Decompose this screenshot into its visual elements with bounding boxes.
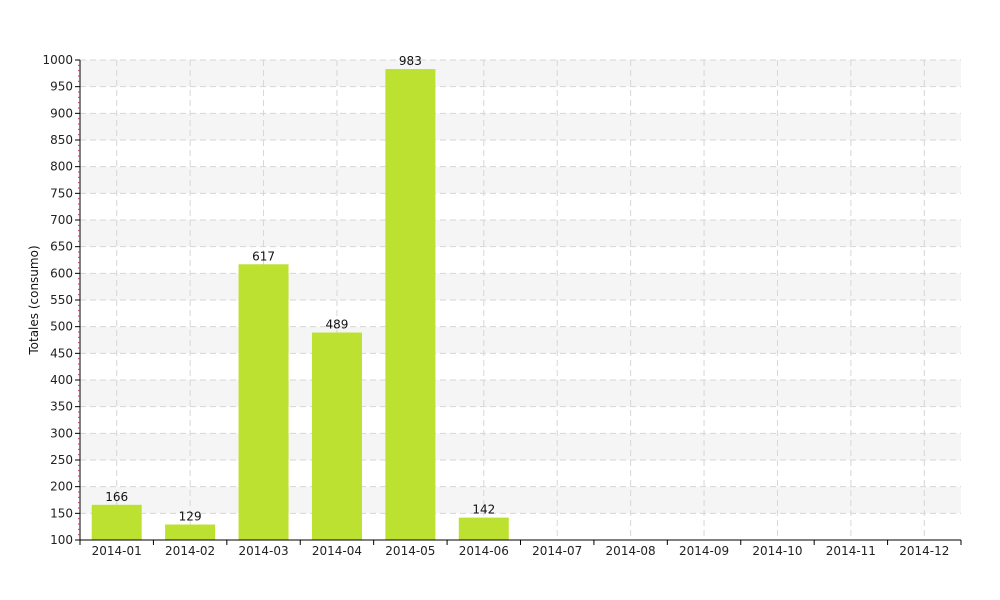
- y-tick-label: 350: [50, 400, 73, 414]
- bar-2014-01: [91, 504, 142, 540]
- y-tick-label: 300: [50, 426, 73, 440]
- y-tick-label: 200: [50, 480, 73, 494]
- bar-2014-05: [385, 69, 436, 541]
- axes: [75, 59, 962, 545]
- y-axis-title: Totales (consumo): [27, 245, 41, 355]
- gridlines: [80, 59, 961, 540]
- bar-2014-03: [238, 264, 289, 540]
- x-tick-label-2014-11: 2014-11: [826, 544, 876, 558]
- bar-2014-04: [311, 332, 362, 540]
- x-tick-label-2014-09: 2014-09: [679, 544, 729, 558]
- background-bands: [80, 60, 961, 514]
- y-tick-label: 650: [50, 240, 73, 254]
- background-band: [80, 380, 961, 407]
- y-tick-label: 750: [50, 186, 73, 200]
- bar-2014-02: [165, 524, 216, 540]
- y-tick-label: 150: [50, 506, 73, 520]
- y-tick-labels: 100 150 200 250 300 350 400 450 500 550 600 650 700 7…: [42, 53, 73, 547]
- x-tick-label-2014-02: 2014-02: [165, 544, 215, 558]
- x-tick-label-2014-01: 2014-01: [92, 544, 142, 558]
- y-tick-label: 450: [50, 346, 73, 360]
- y-tick-label: 550: [50, 293, 73, 307]
- x-tick-label-2014-12: 2014-12: [899, 544, 949, 558]
- y-tick-label: 400: [50, 373, 73, 387]
- bar-2014-06: [458, 517, 509, 540]
- y-tick-label: 900: [50, 106, 73, 120]
- background-band: [80, 166, 961, 194]
- background-band: [80, 273, 961, 300]
- x-tick-labels: 2014-01 2014-02 2014-03 2014-04 2014-05 2014-…: [92, 544, 950, 558]
- x-tick-label-2014-04: 2014-04: [312, 544, 362, 558]
- background-band: [80, 113, 961, 140]
- background-band: [80, 433, 961, 460]
- y-tick-label: 800: [50, 160, 73, 174]
- data-label-2014-06: 142: [472, 503, 495, 517]
- bars: [91, 69, 509, 541]
- data-label-2014-01: 166: [105, 490, 128, 504]
- background-band: [80, 220, 961, 247]
- y-tick-label: 700: [50, 213, 73, 227]
- x-tick-label-2014-07: 2014-07: [532, 544, 582, 558]
- background-band: [80, 486, 961, 514]
- x-tick-label-2014-08: 2014-08: [606, 544, 656, 558]
- y-tick-label: 850: [50, 133, 73, 147]
- x-tick-label-2014-06: 2014-06: [459, 544, 509, 558]
- y-tick-label: 100: [50, 533, 73, 547]
- data-label-2014-05: 983: [399, 54, 422, 68]
- background-band: [80, 326, 961, 354]
- data-label-2014-04: 489: [326, 318, 349, 332]
- data-label-2014-03: 617: [252, 249, 275, 263]
- y-tick-label: 250: [50, 453, 73, 467]
- x-tick-label-2014-10: 2014-10: [752, 544, 802, 558]
- data-labels: 166 129 617 489 983 142: [105, 54, 495, 523]
- y-tick-label: 1000: [42, 53, 73, 67]
- y-tick-label: 600: [50, 266, 73, 280]
- background-band: [80, 60, 961, 87]
- y-tick-label: 950: [50, 80, 73, 94]
- y-tick-label: 500: [50, 320, 73, 334]
- x-tick-label-2014-05: 2014-05: [385, 544, 435, 558]
- data-label-2014-02: 129: [179, 510, 202, 524]
- x-tick-label-2014-03: 2014-03: [238, 544, 288, 558]
